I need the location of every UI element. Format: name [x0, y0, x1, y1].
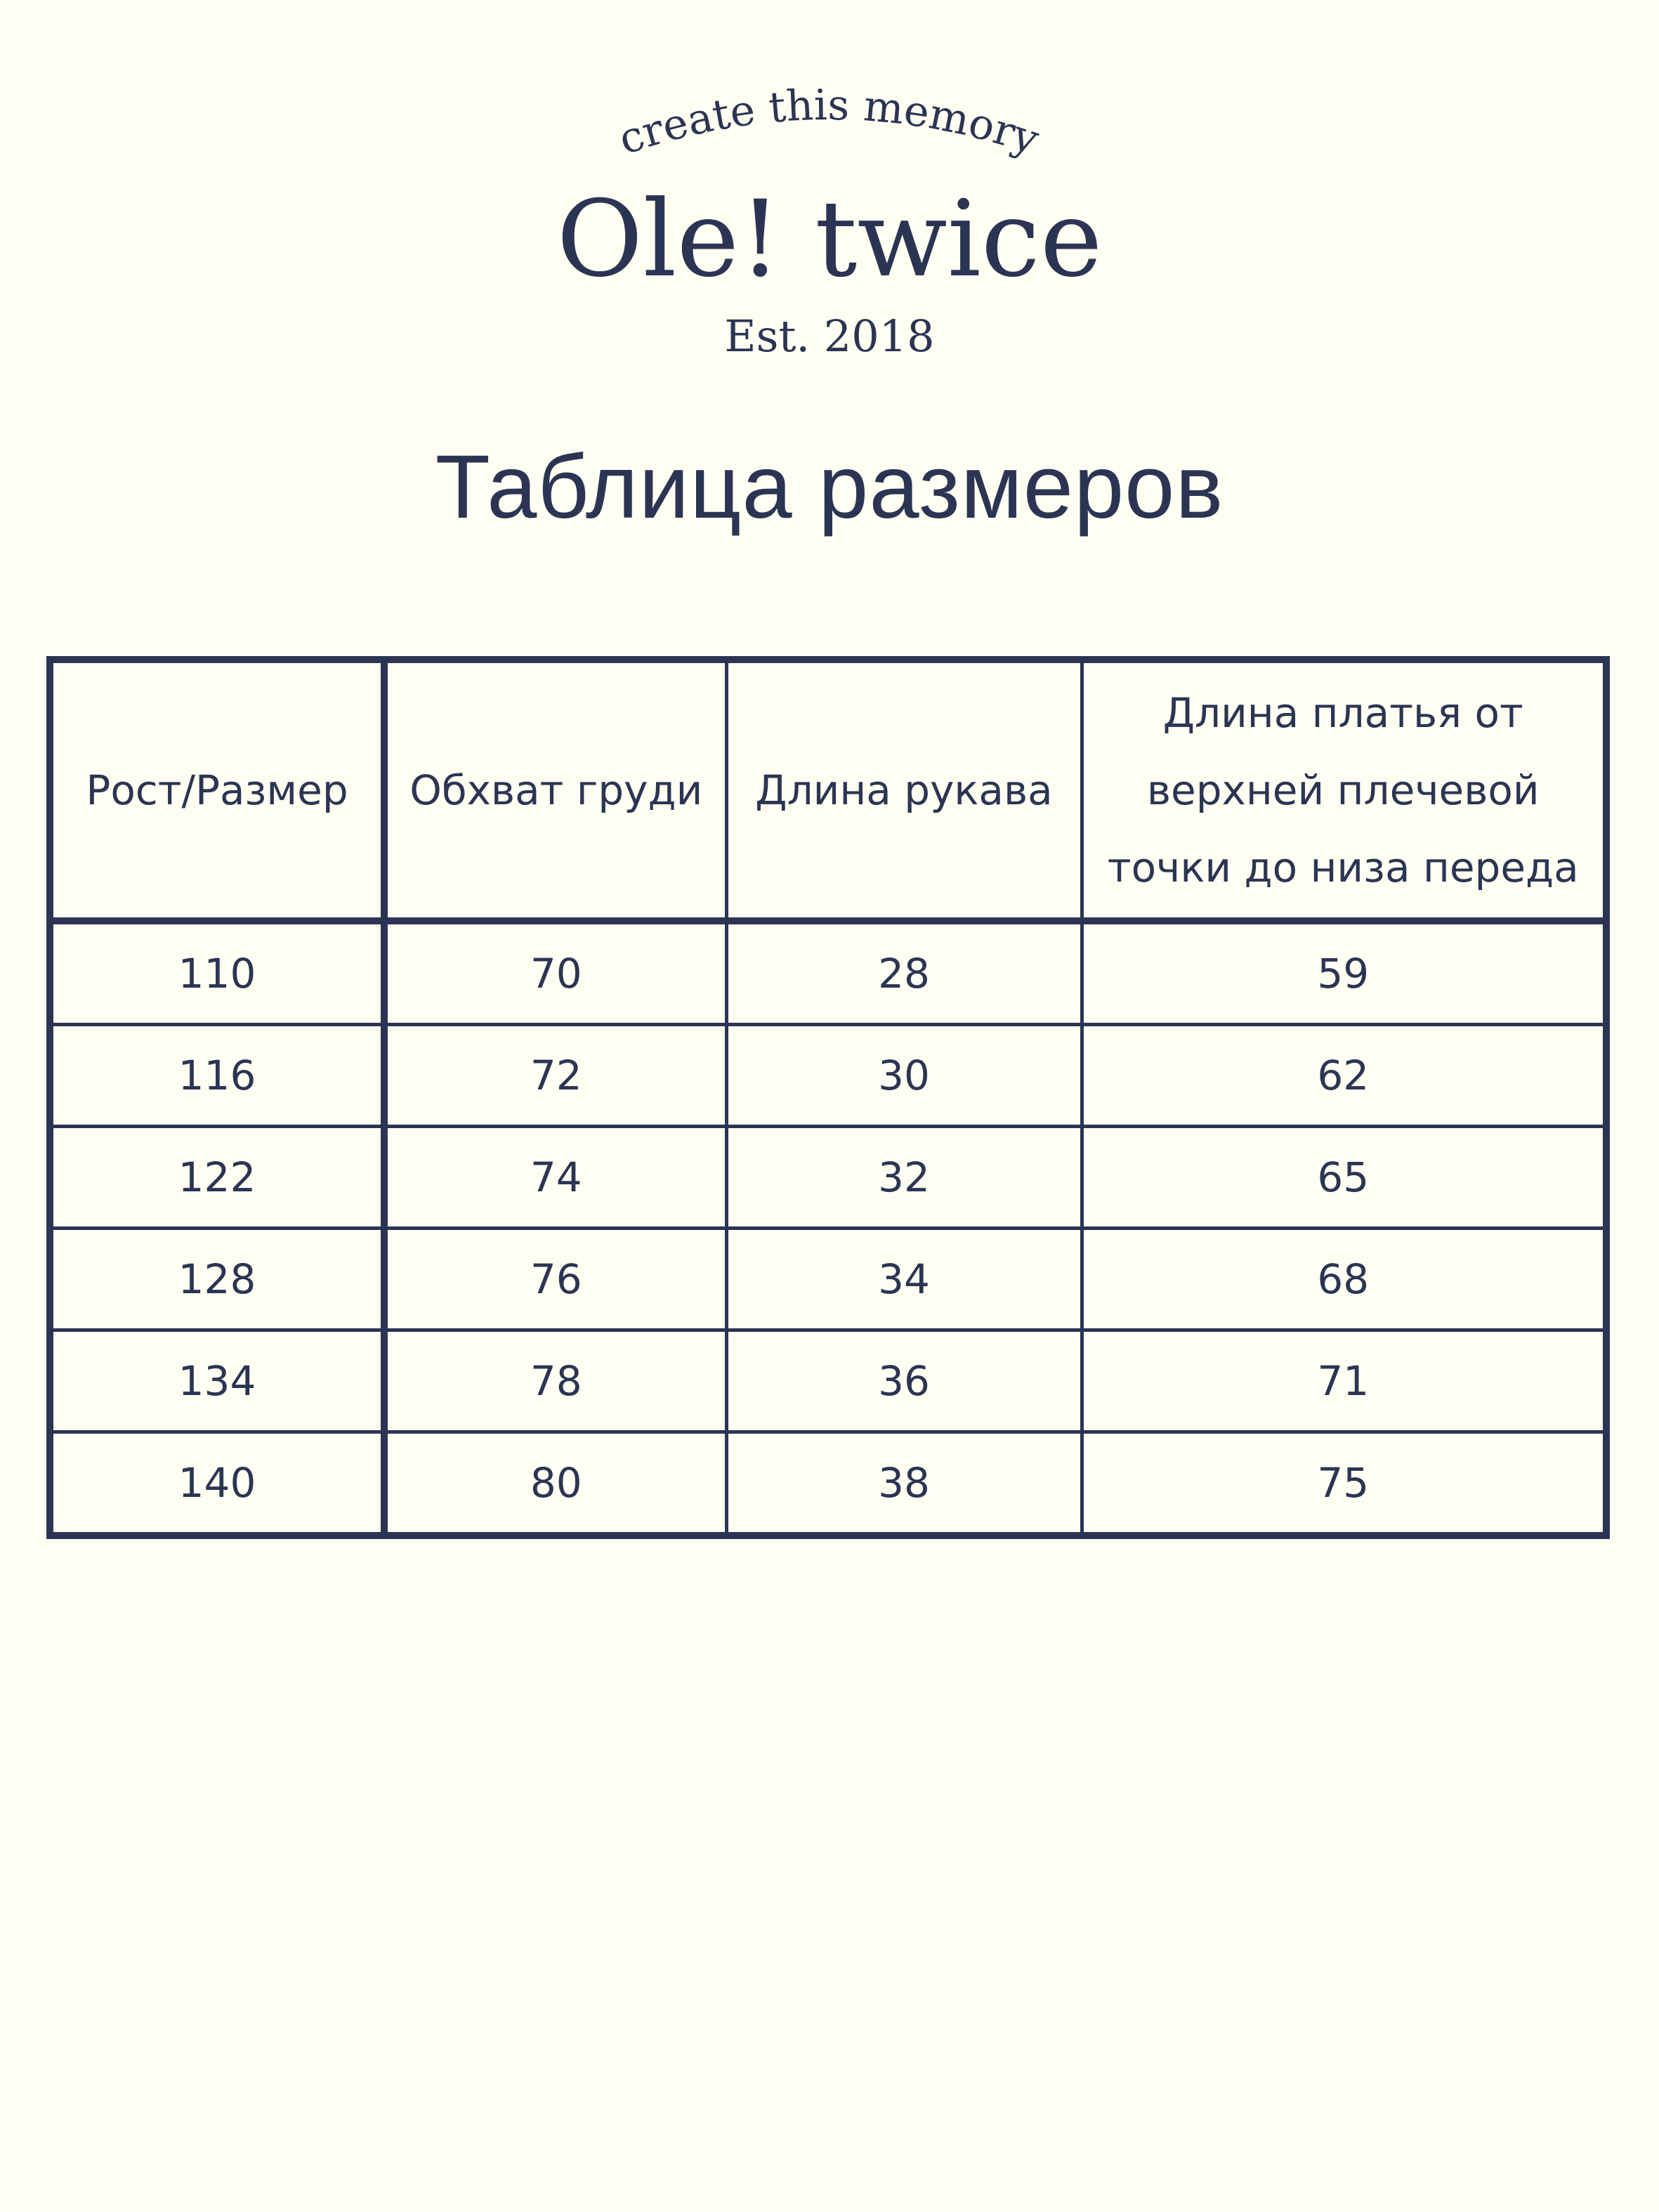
- table-cell: 62: [1080, 1023, 1608, 1128]
- column-header: Рост/Размер: [48, 657, 388, 923]
- table-cell: 78: [382, 1328, 728, 1434]
- table-cell: 71: [1080, 1328, 1608, 1434]
- logo: create this memory Ole! twice Est. 2018: [556, 81, 1102, 362]
- column-header: Обхват груди: [382, 657, 728, 923]
- table-cell: 76: [382, 1226, 728, 1332]
- table-cell: 30: [724, 1023, 1084, 1128]
- table-row: 116 72 30 62: [48, 1023, 1608, 1128]
- table-cell: 36: [724, 1328, 1084, 1434]
- table-cell: 80: [382, 1430, 728, 1538]
- column-header: Длина платья от верхней плечевой точки д…: [1080, 657, 1608, 923]
- table-cell: 65: [1080, 1125, 1608, 1230]
- table-cell: 134: [48, 1328, 388, 1434]
- table-head: Рост/Размер Обхват груди Длина рукава Длина…: [48, 657, 1608, 923]
- table-cell: 68: [1080, 1226, 1608, 1332]
- header-row: Рост/Размер Обхват груди Длина рукава Длина…: [48, 657, 1608, 923]
- table-cell: 140: [48, 1430, 388, 1538]
- table-cell: 128: [48, 1226, 388, 1332]
- table-cell: 74: [382, 1125, 728, 1230]
- size-table: Рост/Размер Обхват груди Длина рукава Длина…: [46, 656, 1610, 1539]
- table-row: 128 76 34 68: [48, 1226, 1608, 1332]
- tagline-path: create this memory: [612, 81, 1044, 165]
- table-cell: 72: [382, 1023, 728, 1128]
- established: Est. 2018: [724, 310, 934, 362]
- table-row: 134 78 36 71: [48, 1328, 1608, 1434]
- table-cell: 75: [1080, 1430, 1608, 1538]
- column-header: Длина рукава: [724, 657, 1084, 923]
- table-row: 140 80 38 75: [48, 1430, 1608, 1538]
- table-cell: 116: [48, 1023, 388, 1128]
- table-row: 110 70 28 59: [48, 919, 1608, 1026]
- table-cell: 34: [724, 1226, 1084, 1332]
- table-cell: 28: [724, 919, 1084, 1026]
- page-title: Таблица размеров: [435, 437, 1224, 537]
- table-cell: 32: [724, 1125, 1084, 1230]
- table-cell: 110: [48, 919, 388, 1026]
- table-row: 122 74 32 65: [48, 1125, 1608, 1230]
- table-cell: 38: [724, 1430, 1084, 1538]
- table-body: 110 70 28 59 116 72 30 62 122 74 32 65 128 76 34 68 134 7…: [48, 919, 1608, 1538]
- brand: Ole! twice: [556, 178, 1102, 301]
- table-cell: 59: [1080, 919, 1608, 1026]
- table-cell: 122: [48, 1125, 388, 1230]
- tagline: create this memory: [612, 81, 1044, 165]
- table-cell: 70: [382, 919, 728, 1026]
